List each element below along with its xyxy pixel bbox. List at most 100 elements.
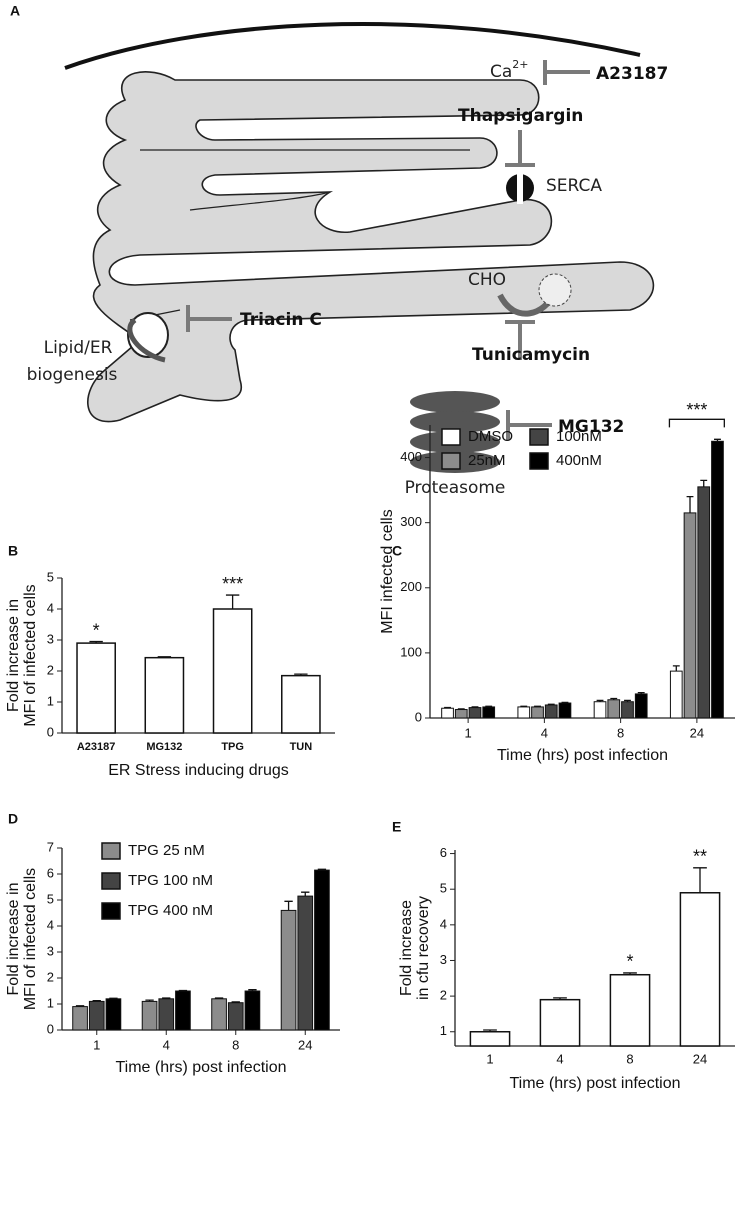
bar <box>609 973 651 1047</box>
legend-label: 100nM <box>556 428 602 445</box>
bar <box>144 656 185 734</box>
y-tick-label: 1 <box>440 1023 447 1038</box>
x-tick-label: 4 <box>163 1037 170 1052</box>
y-tick-label: 4 <box>47 600 54 615</box>
bar <box>280 909 297 1031</box>
error-bar <box>294 673 308 676</box>
y-tick-label: 400 <box>400 449 422 464</box>
bar <box>468 707 482 719</box>
y-tick-label: 0 <box>47 724 54 739</box>
error-bar <box>637 691 645 694</box>
x-tick-label: MG132 <box>146 741 182 753</box>
bar <box>175 990 191 1031</box>
y-tick-label: 5 <box>440 881 447 896</box>
y-tick-label: 1 <box>47 995 54 1010</box>
y-tick-label: 0 <box>415 709 422 724</box>
diagram-label: SERCA <box>546 176 602 196</box>
bar <box>297 895 314 1031</box>
legend-label: 25nM <box>468 452 506 469</box>
diagram-label: Thapsigargin <box>458 106 583 126</box>
significance-label: *** <box>686 400 707 420</box>
bar <box>711 440 724 719</box>
bar <box>158 998 175 1031</box>
error-bar <box>553 997 567 1000</box>
diagram-label: A23187 <box>596 64 668 84</box>
y-tick-label: 2 <box>47 662 54 677</box>
serca-channel <box>517 172 523 204</box>
inhibitor <box>506 410 552 440</box>
error-bar <box>157 656 172 658</box>
y-tick-label: 5 <box>47 891 54 906</box>
error-bar <box>457 708 465 710</box>
error-bar <box>109 997 118 999</box>
x-tick-label: 1 <box>93 1037 100 1052</box>
error-bar <box>248 989 257 991</box>
significance-label: * <box>626 952 633 972</box>
error-bar <box>75 1005 85 1007</box>
x-axis-label: Time (hrs) post infection <box>115 1059 286 1076</box>
y-axis-label: MFI of infected cells <box>22 868 39 1010</box>
x-axis-label: Time (hrs) post infection <box>509 1075 680 1092</box>
proteasome-ring <box>410 391 500 413</box>
legend-swatch <box>529 452 549 470</box>
arrow <box>127 317 166 363</box>
error-bar <box>520 705 528 707</box>
proteasome-ring <box>410 411 500 433</box>
bar <box>558 702 572 719</box>
diagram-label: Triacin C <box>240 310 322 330</box>
error-bar <box>178 989 188 992</box>
y-tick-label: 100 <box>400 644 422 659</box>
y-tick-label: 200 <box>400 579 422 594</box>
error-bar <box>623 972 637 975</box>
bar <box>697 486 711 719</box>
y-tick-label: 6 <box>47 865 54 880</box>
bar <box>141 1000 158 1031</box>
legend-label: DMSO <box>468 428 513 445</box>
panel-label: D <box>8 811 18 827</box>
diagram-label: Proteasome <box>405 478 506 498</box>
legend-label: TPG 25 nM <box>128 842 205 859</box>
error-bar <box>89 640 103 644</box>
error-bar <box>693 867 707 893</box>
x-tick-label: 1 <box>486 1051 493 1066</box>
y-tick-label: 7 <box>47 839 54 854</box>
y-tick-label: 300 <box>400 514 422 529</box>
bar <box>634 693 648 719</box>
y-tick-label: 0 <box>47 1021 54 1036</box>
bar <box>469 1030 511 1047</box>
error-bar <box>444 706 451 709</box>
legend-swatch <box>101 902 121 920</box>
error-bar <box>225 594 240 609</box>
bar <box>544 704 558 719</box>
y-tick-label: 4 <box>47 917 54 932</box>
bar <box>211 998 227 1031</box>
error-bar <box>214 997 224 999</box>
y-axis-label: MFI of infected cells <box>22 584 39 726</box>
bar <box>621 701 634 719</box>
y-tick-label: 4 <box>440 916 447 931</box>
y-tick-label: 6 <box>440 845 447 860</box>
bar <box>314 869 330 1031</box>
x-tick-label: TUN <box>290 741 313 753</box>
error-bar <box>231 1001 240 1003</box>
y-axis-label: in cfu recovery <box>415 896 432 1000</box>
x-axis-label: Time (hrs) post infection <box>497 747 668 764</box>
error-bar <box>610 697 618 700</box>
legend-swatch <box>529 428 549 446</box>
y-tick-label: 3 <box>440 952 447 967</box>
diagram-label: Tunicamycin <box>472 345 590 365</box>
panel-label: C <box>392 543 402 559</box>
bar <box>227 1002 244 1031</box>
error-bar <box>485 705 493 707</box>
y-tick-label: 5 <box>47 569 54 584</box>
error-bar <box>162 997 171 999</box>
bar <box>539 998 581 1047</box>
panel-label: E <box>392 819 401 835</box>
legend-label: 400nM <box>556 452 602 469</box>
x-tick-label: 1 <box>465 725 472 740</box>
x-tick-label: 8 <box>232 1037 239 1052</box>
y-axis-label: MFI infected cells <box>379 509 396 633</box>
legend-swatch <box>441 452 461 470</box>
error-bar <box>483 1029 497 1032</box>
